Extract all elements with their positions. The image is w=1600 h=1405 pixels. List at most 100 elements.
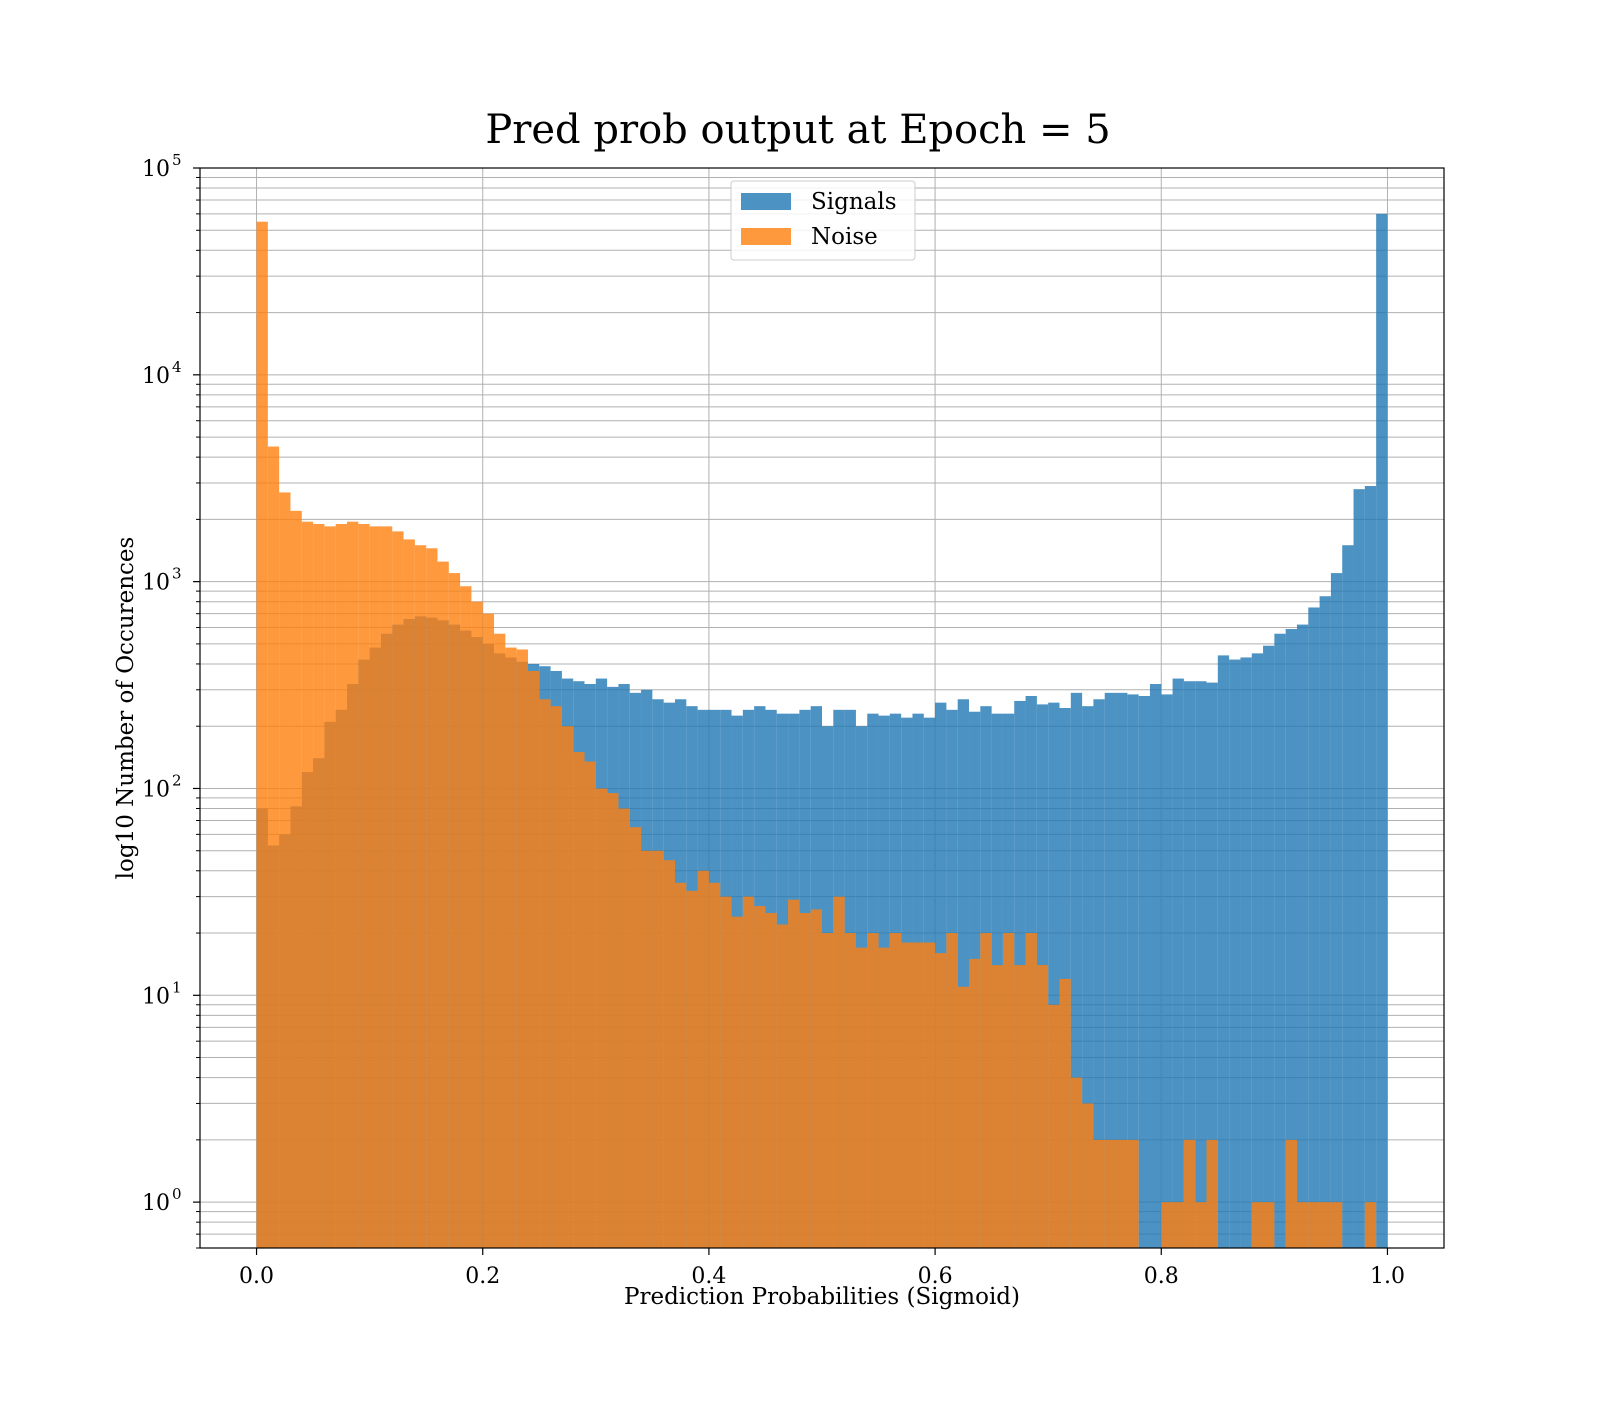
signals-bar xyxy=(1082,706,1094,1248)
noise-bar xyxy=(629,827,642,1248)
noise-bar xyxy=(1127,1139,1139,1248)
y-tick-label: 10 xyxy=(142,157,170,182)
noise-bar xyxy=(1172,1202,1184,1248)
y-axis-label: log10 Number of Occurences xyxy=(113,537,139,880)
signals-bar xyxy=(1104,692,1117,1248)
noise-bars xyxy=(256,221,1377,1249)
noise-bar xyxy=(855,947,868,1248)
noise-bar xyxy=(731,916,743,1248)
noise-bar xyxy=(482,613,495,1248)
noise-bar xyxy=(561,726,574,1248)
noise-bar xyxy=(369,526,381,1248)
signals-bar xyxy=(1093,699,1105,1248)
noise-bar xyxy=(267,446,280,1249)
noise-bar xyxy=(437,561,449,1248)
signals-bar xyxy=(1353,489,1365,1248)
noise-bar xyxy=(889,933,902,1248)
legend-swatch-noise xyxy=(741,228,791,245)
noise-bar xyxy=(822,933,834,1248)
noise-bar xyxy=(1263,1202,1275,1248)
noise-bar xyxy=(505,647,517,1248)
noise-bar xyxy=(776,924,789,1248)
x-axis-ticks: 0.0 0.2 0.4 0.6 0.8 1.0 xyxy=(239,1248,1405,1289)
noise-bar xyxy=(539,699,551,1248)
legend-label-noise: Noise xyxy=(811,224,878,250)
signals-bar xyxy=(1183,681,1196,1248)
noise-bar xyxy=(1048,1004,1060,1248)
noise-bar xyxy=(1059,978,1071,1248)
signals-bar xyxy=(1059,707,1071,1248)
noise-bar xyxy=(1308,1202,1320,1248)
signals-bar xyxy=(1206,682,1218,1248)
signals-bar xyxy=(1263,645,1275,1248)
noise-bar xyxy=(1014,965,1026,1248)
noise-bar xyxy=(652,850,664,1248)
noise-bar xyxy=(358,523,370,1248)
noise-bar xyxy=(324,526,336,1248)
noise-bar xyxy=(573,752,585,1248)
signals-bar xyxy=(1319,596,1331,1248)
noise-bar xyxy=(471,601,483,1248)
noise-bar xyxy=(754,906,766,1248)
noise-bar xyxy=(697,870,709,1248)
signals-bar xyxy=(1330,573,1343,1248)
noise-bar xyxy=(1070,1077,1083,1248)
x-tick-label: 0.4 xyxy=(691,1264,726,1289)
signals-bar xyxy=(1308,607,1320,1248)
signals-bar xyxy=(1240,657,1252,1248)
y-tick-exponent: 1 xyxy=(172,978,182,996)
noise-bar xyxy=(1195,1202,1207,1248)
noise-bar xyxy=(1116,1139,1128,1248)
signals-bar xyxy=(1285,629,1297,1248)
noise-bar xyxy=(901,942,913,1248)
signals-bar xyxy=(1161,694,1173,1248)
noise-bar xyxy=(618,808,630,1248)
noise-bar xyxy=(1319,1202,1331,1248)
noise-bar xyxy=(799,912,811,1248)
noise-bar xyxy=(765,912,777,1248)
noise-bar xyxy=(957,986,970,1248)
noise-bar xyxy=(641,850,653,1248)
noise-bar xyxy=(1002,933,1015,1248)
signals-bar xyxy=(1376,213,1388,1248)
noise-bar xyxy=(833,896,845,1248)
x-tick-label: 0.2 xyxy=(465,1264,500,1289)
y-tick-exponent: 2 xyxy=(172,771,182,789)
noise-bar xyxy=(1093,1139,1105,1248)
signals-bar xyxy=(1195,681,1207,1248)
noise-bar xyxy=(1082,1103,1094,1248)
y-tick-exponent: 5 xyxy=(172,151,182,169)
legend-swatch-signals xyxy=(741,193,791,210)
noise-bar xyxy=(844,933,856,1248)
y-tick-label: 10 xyxy=(142,984,170,1009)
noise-bar xyxy=(1251,1202,1264,1248)
chart-title: Pred prob output at Epoch = 5 xyxy=(485,107,1110,153)
legend-label-signals: Signals xyxy=(811,189,897,215)
legend: Signals Noise xyxy=(730,180,916,261)
signals-bar xyxy=(1116,692,1128,1248)
noise-bar xyxy=(980,933,992,1248)
noise-bar xyxy=(279,492,291,1248)
signals-bar xyxy=(1251,653,1264,1248)
noise-bar xyxy=(414,545,427,1248)
noise-bar xyxy=(923,942,936,1248)
signals-bar xyxy=(1172,678,1184,1248)
noise-bar xyxy=(380,526,393,1248)
signals-bar xyxy=(1127,694,1139,1248)
signals-bar xyxy=(1217,655,1230,1248)
y-tick-exponent: 0 xyxy=(172,1185,182,1203)
noise-bar xyxy=(1025,933,1037,1248)
y-tick-label: 10 xyxy=(142,364,170,389)
noise-bar xyxy=(788,899,800,1248)
signals-bar xyxy=(1048,702,1060,1248)
noise-bar xyxy=(969,958,981,1248)
noise-bar xyxy=(1364,1202,1377,1248)
x-tick-label: 0.6 xyxy=(918,1264,953,1289)
noise-bar xyxy=(392,531,404,1248)
noise-bar xyxy=(686,890,698,1248)
noise-bar xyxy=(720,896,732,1248)
y-tick-exponent: 4 xyxy=(172,358,182,376)
noise-bar xyxy=(1285,1139,1297,1248)
